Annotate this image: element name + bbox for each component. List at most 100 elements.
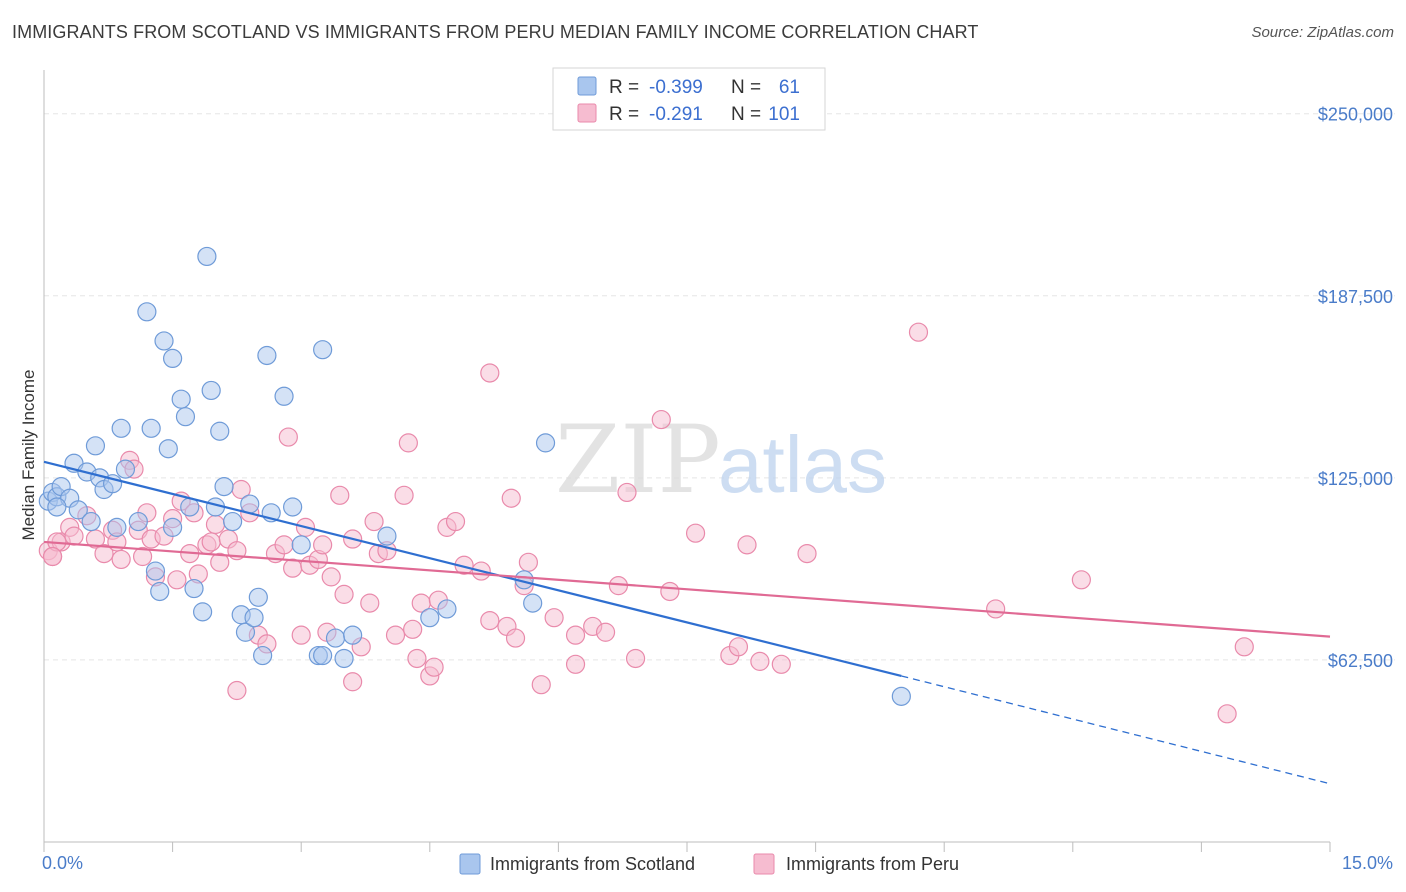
legend-r-value-peru: -0.291 [649, 104, 703, 125]
trend-line-scotland [43, 460, 902, 678]
series-legend-label-scotland: Immigrants from Scotland [490, 854, 695, 874]
point-peru-64 [505, 628, 526, 648]
correlation-legend: R = -0.399 N = 61 R = -0.291 N = 101 [552, 67, 826, 131]
point-scotland-51 [334, 648, 354, 669]
point-peru-68 [544, 608, 564, 628]
point-scotland-59 [891, 686, 911, 706]
point-peru-84 [986, 599, 1006, 619]
point-peru-42 [321, 567, 341, 587]
point-peru-94 [398, 433, 418, 453]
point-peru-35 [274, 535, 294, 555]
point-peru-76 [660, 581, 680, 602]
point-scotland-49 [313, 340, 333, 360]
point-peru-53 [403, 619, 423, 639]
point-peru-100 [42, 546, 63, 567]
x-tick-label-min: 0.0% [42, 853, 83, 873]
point-scotland-29 [193, 602, 213, 622]
point-scotland-30 [197, 246, 217, 267]
point-peru-43 [330, 485, 350, 505]
point-peru-36 [283, 558, 303, 578]
point-scotland-48 [313, 645, 333, 666]
point-peru-97 [501, 488, 521, 508]
point-peru-82 [797, 543, 817, 564]
point-scotland-17 [137, 302, 157, 322]
point-peru-95 [424, 657, 444, 677]
legend-n-value-peru: 101 [768, 104, 800, 125]
watermark-zip: ZIP [555, 406, 721, 515]
point-scotland-26 [175, 407, 196, 427]
point-peru-66 [518, 552, 538, 572]
point-scotland-8 [81, 511, 101, 532]
point-peru-67 [531, 675, 551, 695]
legend-r-label-peru: R = [609, 104, 639, 125]
point-scotland-22 [158, 439, 178, 459]
point-scotland-58 [535, 433, 556, 453]
axes [43, 70, 1331, 852]
point-peru-54 [407, 648, 427, 669]
point-scotland-50 [325, 628, 346, 648]
y-axis-label: Median Family Income [19, 369, 38, 540]
legend-swatch-scotland [577, 76, 597, 96]
point-scotland-14 [111, 418, 131, 438]
point-peru-62 [480, 610, 500, 631]
point-peru-90 [227, 680, 247, 701]
point-scotland-15 [115, 459, 136, 479]
point-scotland-24 [163, 517, 183, 537]
series-legend-swatch-peru [753, 853, 775, 875]
trend-line-peru [43, 540, 1331, 638]
point-scotland-31 [201, 380, 221, 401]
point-scotland-13 [107, 517, 127, 537]
point-peru-47 [360, 593, 380, 613]
point-peru-91 [278, 427, 298, 447]
point-peru-98 [565, 654, 586, 674]
watermark: ZIP atlas [555, 406, 887, 515]
point-scotland-20 [150, 581, 170, 602]
point-peru-7 [94, 543, 114, 564]
point-scotland-44 [274, 386, 294, 406]
point-scotland-33 [210, 421, 230, 441]
grid-lines [44, 113, 1395, 661]
point-scotland-54 [420, 608, 440, 628]
point-peru-37 [291, 625, 311, 645]
point-peru-75 [651, 409, 671, 430]
point-peru-44 [334, 584, 354, 604]
point-scotland-57 [523, 593, 543, 613]
legend-n-value-scotland: 61 [779, 77, 800, 98]
legend-n-label-scotland: N = [731, 77, 761, 98]
legend-n-label-peru: N = [731, 104, 761, 125]
point-peru-71 [595, 622, 616, 642]
series-legend: Immigrants from Scotland Immigrants from… [459, 853, 959, 875]
point-peru-69 [565, 625, 586, 645]
point-scotland-55 [437, 599, 457, 619]
point-peru-89 [132, 546, 153, 567]
point-peru-87 [1234, 637, 1254, 657]
point-peru-59 [445, 511, 466, 532]
x-tick-label-max: 15.0% [1342, 853, 1393, 873]
y-tick-labels: $62,500 $125,000 $187,500 $250,000 [1318, 105, 1393, 671]
x-tick-labels: 0.0% 15.0% [42, 853, 1393, 873]
point-peru-52 [394, 485, 414, 505]
point-peru-80 [737, 535, 757, 555]
point-peru-81 [750, 651, 770, 671]
y-tick-label-2: $187,500 [1318, 287, 1393, 307]
point-peru-51 [385, 625, 406, 645]
point-scotland-60 [47, 497, 67, 517]
point-peru-4 [64, 526, 84, 546]
point-scotland-28 [184, 578, 204, 599]
chart-title: IMMIGRANTS FROM SCOTLAND VS IMMIGRANTS F… [12, 22, 979, 42]
point-scotland-34 [214, 476, 234, 497]
trend-lines [43, 460, 1331, 785]
point-scotland-37 [235, 622, 256, 642]
point-peru-86 [1217, 704, 1237, 724]
point-scotland-42 [240, 494, 260, 514]
point-peru-99 [771, 654, 791, 674]
point-scotland-19 [145, 561, 166, 581]
point-scotland-25 [171, 389, 191, 409]
y-tick-label-3: $250,000 [1318, 105, 1393, 125]
source-credit: Source: ZipAtlas.com [1251, 24, 1394, 41]
point-peru-27 [210, 552, 230, 572]
y-tick-label-0: $62,500 [1328, 651, 1393, 671]
y-tick-label-1: $125,000 [1318, 469, 1393, 489]
legend-r-label-scotland: R = [609, 77, 639, 98]
